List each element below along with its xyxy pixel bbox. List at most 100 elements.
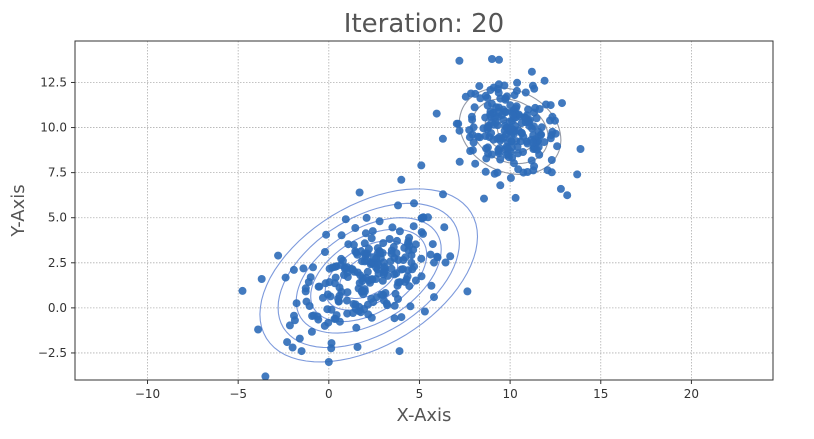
- x-tick-label: 10: [502, 387, 517, 401]
- data-point: [558, 99, 566, 108]
- data-point: [543, 166, 552, 175]
- data-point: [502, 92, 511, 101]
- data-point: [309, 311, 318, 320]
- data-point: [483, 101, 492, 110]
- data-point: [573, 170, 582, 179]
- data-point: [394, 201, 402, 210]
- data-point: [257, 275, 266, 283]
- data-point: [356, 308, 365, 317]
- data-point: [331, 314, 340, 323]
- y-tick-label: 5.0: [48, 211, 67, 225]
- data-point: [324, 358, 333, 366]
- x-axis-label: X-Axis: [397, 405, 452, 426]
- contour-ellipse: [277, 202, 460, 349]
- data-point: [489, 135, 498, 144]
- data-point: [504, 150, 512, 159]
- data-point: [355, 188, 364, 197]
- data-point: [306, 273, 315, 282]
- data-point: [482, 154, 491, 163]
- data-point: [439, 190, 447, 199]
- data-point: [535, 105, 544, 113]
- data-point: [494, 149, 503, 158]
- data-point: [390, 314, 399, 323]
- y-tick-label: −2.5: [38, 346, 67, 360]
- data-point: [546, 116, 554, 125]
- data-point: [497, 134, 506, 143]
- x-tick-label: −5: [229, 387, 247, 401]
- data-point: [430, 293, 438, 302]
- data-point: [507, 137, 516, 146]
- data-point: [360, 287, 369, 296]
- data-point: [391, 289, 400, 298]
- data-point: [344, 240, 353, 249]
- data-point: [428, 240, 437, 249]
- grid: [75, 41, 773, 380]
- data-point: [285, 321, 294, 330]
- data-point: [576, 145, 585, 153]
- data-point: [470, 103, 479, 112]
- data-points: [238, 55, 585, 380]
- data-point: [438, 134, 447, 143]
- data-point: [467, 112, 476, 121]
- data-point: [343, 263, 352, 272]
- data-point: [409, 222, 418, 231]
- data-point: [341, 215, 350, 224]
- data-point: [455, 56, 464, 65]
- data-point: [390, 301, 399, 310]
- data-point: [390, 270, 399, 279]
- data-point: [406, 302, 415, 311]
- data-point: [315, 282, 324, 291]
- data-point: [377, 290, 386, 299]
- data-point: [403, 272, 412, 281]
- data-point: [337, 231, 346, 240]
- data-point: [542, 100, 550, 109]
- data-point: [486, 86, 495, 94]
- data-point: [530, 84, 539, 93]
- y-tick-label: 2.5: [48, 256, 67, 270]
- data-point: [375, 217, 384, 226]
- data-point: [440, 223, 449, 232]
- x-tick-label: 5: [416, 387, 424, 401]
- data-point: [292, 299, 301, 308]
- data-point: [417, 272, 426, 281]
- chart-title: Iteration: 20: [344, 9, 504, 39]
- data-point: [452, 119, 461, 128]
- data-point: [368, 275, 376, 284]
- data-point: [417, 161, 426, 170]
- data-point: [323, 305, 332, 314]
- data-point: [466, 147, 475, 155]
- data-point: [494, 80, 503, 89]
- data-point: [426, 250, 435, 259]
- data-point: [368, 227, 377, 236]
- data-point: [340, 271, 348, 279]
- data-point: [556, 184, 565, 193]
- data-point: [433, 253, 442, 262]
- data-point: [378, 276, 387, 285]
- data-point: [375, 247, 384, 256]
- data-point: [510, 159, 518, 168]
- data-point: [372, 263, 381, 272]
- data-point: [514, 126, 523, 135]
- data-point: [417, 254, 426, 263]
- data-point: [369, 253, 378, 262]
- data-point: [488, 55, 496, 63]
- data-point: [389, 242, 398, 251]
- data-point: [403, 239, 412, 248]
- data-point: [511, 104, 520, 113]
- data-point: [475, 133, 484, 142]
- data-point: [322, 230, 331, 239]
- data-point: [493, 168, 502, 177]
- data-point: [379, 239, 388, 248]
- data-point: [455, 126, 464, 135]
- data-point: [261, 372, 270, 380]
- data-point: [342, 296, 351, 305]
- data-point: [465, 133, 474, 142]
- data-point: [495, 55, 503, 64]
- x-tick-label: 0: [325, 387, 333, 401]
- data-point: [289, 265, 298, 274]
- data-point: [358, 274, 367, 283]
- data-point: [324, 318, 333, 327]
- data-point: [521, 88, 530, 97]
- data-point: [409, 245, 418, 254]
